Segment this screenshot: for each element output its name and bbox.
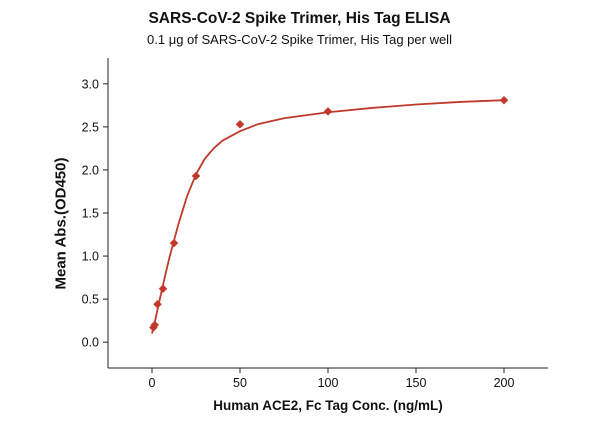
data-point-marker (235, 119, 245, 129)
x-tick-label: 100 (318, 376, 339, 390)
data-point-marker (169, 238, 179, 248)
y-tick-label: 2.0 (82, 163, 99, 177)
x-axis-label: Human ACE2, Fc Tag Conc. (ng/mL) (213, 398, 443, 413)
y-tick-label: 0.5 (82, 293, 99, 307)
data-points-layer (149, 95, 509, 332)
y-tick-label: 1.5 (82, 207, 99, 221)
chart-title: SARS-CoV-2 Spike Trimer, His Tag ELISA (148, 10, 451, 27)
fit-curve-layer (151, 99, 505, 334)
data-point-marker (323, 107, 333, 116)
data-point-marker (158, 284, 168, 294)
x-tick-label: 0 (149, 376, 156, 390)
y-tick-label: 2.5 (82, 120, 99, 134)
chart-subtitle: 0.1 μg of SARS-CoV-2 Spike Trimer, His T… (147, 32, 452, 47)
x-tick-label: 50 (233, 376, 247, 390)
x-tick-label: 150 (406, 376, 427, 390)
data-point-marker (191, 171, 201, 181)
data-point-marker (153, 299, 162, 309)
y-tick-label: 1.0 (82, 250, 99, 264)
fit-curve-line (151, 99, 505, 334)
y-tick-label: 0.0 (82, 336, 99, 350)
chart-axes: 0 50 100 150 200 0.0 0.5 1.0 1.5 2.0 2.5 3.0 (82, 58, 548, 390)
y-tick-label: 3.0 (82, 77, 99, 91)
x-tick-label: 200 (494, 376, 515, 390)
y-axis-label: Mean Abs.(OD450) (52, 157, 70, 290)
data-point-marker (150, 320, 160, 330)
data-point-marker (499, 95, 509, 105)
